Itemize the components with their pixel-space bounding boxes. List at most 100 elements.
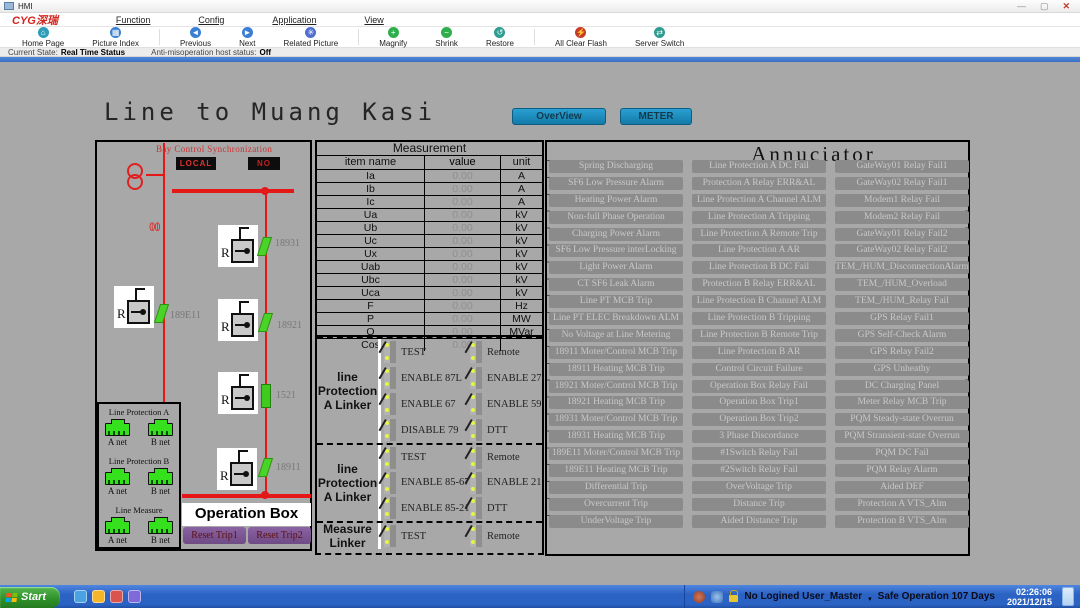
quicklaunch-alarm-icon[interactable]: [92, 590, 106, 603]
annunciator-tile[interactable]: 18931 Heating MCB Trip: [549, 430, 683, 444]
linker-switch-icon[interactable]: [470, 446, 482, 469]
linker-switch-icon[interactable]: [384, 497, 396, 520]
tray-network-icon[interactable]: [711, 590, 724, 603]
close-button[interactable]: ✕: [1062, 0, 1070, 11]
linker-switch-icon[interactable]: [384, 341, 396, 363]
breaker-symbol-189e11[interactable]: R: [114, 286, 154, 328]
maximize-button[interactable]: ▢: [1039, 0, 1049, 11]
annunciator-tile[interactable]: 189E11 Heating MCB Trip: [549, 464, 683, 478]
breaker-symbol-1521[interactable]: R: [218, 372, 258, 414]
annunciator-tile[interactable]: TEM_/HUM_Relay Fail: [835, 295, 969, 309]
menu-application[interactable]: Application: [272, 14, 317, 25]
annunciator-tile[interactable]: Line Protection B Channel ALM: [692, 295, 826, 309]
annunciator-tile[interactable]: Line Protection B DC Fail: [692, 261, 826, 275]
linker-switch-icon[interactable]: [384, 419, 396, 441]
annunciator-tile[interactable]: GateWay02 Relay Fail1: [835, 176, 969, 190]
annunciator-tile[interactable]: Differential Trip: [549, 480, 683, 494]
annunciator-tile[interactable]: GateWay01 Relay Fail2: [835, 227, 969, 241]
annunciator-tile[interactable]: PQM Stransient-state Overrun: [835, 430, 969, 444]
start-button[interactable]: Start: [0, 586, 61, 608]
annunciator-tile[interactable]: TEM_/HUM_Overload: [835, 278, 969, 292]
annunciator-tile[interactable]: Overcurrent Trip: [549, 497, 683, 511]
home-page-button[interactable]: ⌂ Home Page: [8, 26, 78, 48]
annunciator-tile[interactable]: GateWay02 Relay Fail2: [835, 244, 969, 258]
related-picture-button[interactable]: ✳ Related Picture: [270, 26, 353, 48]
annunciator-tile[interactable]: Modem1 Relay Fail: [835, 193, 969, 207]
annunciator-tile[interactable]: SF6 Low Pressure interLocking: [549, 244, 683, 258]
annunciator-tile[interactable]: Line Protection B Remote Trip: [692, 328, 826, 342]
annunciator-tile[interactable]: DC Charging Panel: [835, 379, 969, 393]
annunciator-tile[interactable]: Light Power Alarm: [549, 261, 683, 275]
annunciator-tile[interactable]: Protection B Relay ERR&AL: [692, 278, 826, 292]
annunciator-tile[interactable]: CT SF6 Leak Alarm: [549, 278, 683, 292]
annunciator-tile[interactable]: PQM Relay Alarm: [835, 464, 969, 478]
linker-switch-icon[interactable]: [384, 471, 396, 494]
annunciator-tile[interactable]: Control Circuit Failure: [692, 362, 826, 376]
annunciator-tile[interactable]: Meter Relay MCB Trip: [835, 396, 969, 410]
annunciator-tile[interactable]: GPS Relay Fail1: [835, 312, 969, 326]
linker-switch-icon[interactable]: [384, 393, 396, 415]
annunciator-tile[interactable]: Line Protection A DC Fail: [692, 160, 826, 173]
breaker-symbol-18911[interactable]: R: [217, 448, 257, 490]
quicklaunch-shield-icon[interactable]: [110, 590, 124, 603]
annunciator-tile[interactable]: SF6 Low Pressure Alarm: [549, 176, 683, 190]
linker-switch-icon[interactable]: [470, 471, 482, 494]
annunciator-tile[interactable]: Distance Trip: [692, 497, 826, 511]
overview-button[interactable]: OverView: [512, 108, 606, 125]
meter-button[interactable]: METER: [620, 108, 692, 125]
minimize-button[interactable]: —: [1016, 0, 1026, 11]
user-dropdown-caret-icon[interactable]: [868, 588, 872, 606]
annunciator-tile[interactable]: 18911 Heating MCB Trip: [549, 362, 683, 376]
annunciator-tile[interactable]: Protection A VTS_Alm: [835, 497, 969, 511]
annunciator-tile[interactable]: 18931 Moter/Control MCB Trip: [549, 413, 683, 427]
annunciator-tile[interactable]: UnderVoltage Trip: [549, 514, 683, 528]
annunciator-tile[interactable]: Line PT ELEC Breakdown ALM: [549, 312, 683, 326]
annunciator-tile[interactable]: GateWay01 Relay Fail1: [835, 160, 969, 173]
quicklaunch-eye-icon[interactable]: [74, 590, 88, 603]
show-desktop-button[interactable]: [1062, 587, 1074, 606]
annunciator-tile[interactable]: TEM_/HUM_DisconnectionAlarm: [835, 261, 969, 275]
annunciator-tile[interactable]: PQM DC Fail: [835, 447, 969, 461]
linker-switch-icon[interactable]: [470, 341, 482, 363]
linker-switch-icon[interactable]: [470, 367, 482, 389]
server-switch-button[interactable]: ⇄ Server Switch: [621, 26, 698, 48]
reset-trip2-button[interactable]: Reset Trip2: [248, 527, 311, 544]
annunciator-tile[interactable]: 18921 Heating MCB Trip: [549, 396, 683, 410]
annunciator-tile[interactable]: Aided DEF: [835, 480, 969, 494]
annunciator-tile[interactable]: GPS Unheathy: [835, 362, 969, 376]
annunciator-tile[interactable]: Line Protection A Channel ALM: [692, 193, 826, 207]
annunciator-tile[interactable]: Line Protection B Tripping: [692, 312, 826, 326]
annunciator-tile[interactable]: 18911 Moter/Control MCB Trip: [549, 345, 683, 359]
linker-switch-icon[interactable]: [384, 525, 396, 547]
annunciator-tile[interactable]: Operation Box Trip1: [692, 396, 826, 410]
next-button[interactable]: ► Next: [225, 26, 269, 48]
menu-view[interactable]: View: [364, 14, 384, 25]
menu-config[interactable]: Config: [198, 14, 225, 25]
annunciator-tile[interactable]: Operation Box Trip2: [692, 413, 826, 427]
annunciator-tile[interactable]: GPS Self-Check Alarm: [835, 328, 969, 342]
annunciator-tile[interactable]: Line PT MCB Trip: [549, 295, 683, 309]
annunciator-tile[interactable]: Protection B VTS_Alm: [835, 514, 969, 528]
annunciator-tile[interactable]: Operation Box Relay Fail: [692, 379, 826, 393]
annunciator-tile[interactable]: Line Protection B AR: [692, 345, 826, 359]
linker-switch-icon[interactable]: [470, 497, 482, 520]
linker-switch-icon[interactable]: [470, 525, 482, 547]
annunciator-tile[interactable]: Line Protection A Tripping: [692, 210, 826, 224]
annunciator-tile[interactable]: Modem2 Relay Fail: [835, 210, 969, 224]
reset-trip1-button[interactable]: Reset Trip1: [183, 527, 246, 544]
annunciator-tile[interactable]: Line Protection A Remote Trip: [692, 227, 826, 241]
annunciator-tile[interactable]: GPS Relay Fail2: [835, 345, 969, 359]
annunciator-tile[interactable]: PQM Steady-state Overrun: [835, 413, 969, 427]
breaker-symbol-18921[interactable]: R: [218, 299, 258, 341]
menu-function[interactable]: Function: [115, 14, 151, 25]
previous-button[interactable]: ◄ Previous: [166, 26, 225, 48]
annunciator-tile[interactable]: Heating Power Alarm: [549, 193, 683, 207]
annunciator-tile[interactable]: Aided Distance Trip: [692, 514, 826, 528]
annunciator-tile[interactable]: 189E11 Moter/Control MCB Trip: [549, 447, 683, 461]
quicklaunch-app-icon[interactable]: [128, 590, 142, 603]
linker-switch-icon[interactable]: [470, 393, 482, 415]
magnify-button[interactable]: + Magnify: [365, 26, 421, 48]
all-clear-flash-button[interactable]: ⚡ All Clear Flash: [541, 26, 621, 48]
breaker-symbol-18931[interactable]: R: [218, 225, 258, 267]
annunciator-tile[interactable]: Line Protection A AR: [692, 244, 826, 258]
